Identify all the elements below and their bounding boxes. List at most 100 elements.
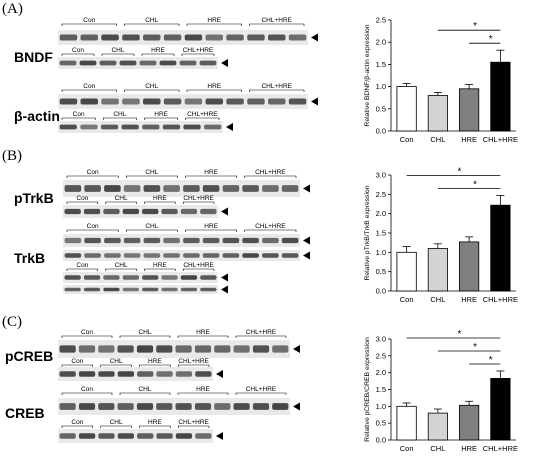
lane-label: CHL+HRE [255, 223, 286, 230]
y-tick-label: 2.0 [376, 38, 386, 47]
lane-label: CHL [138, 386, 151, 393]
band-arrow-icon [303, 184, 310, 193]
lane-label: CHL+HRE [261, 83, 292, 90]
blot-band [247, 34, 265, 41]
y-axis-label: Relative pTrkB/TrkB expression [364, 185, 371, 280]
significance-star: * [473, 342, 477, 353]
lane-label: CHL [111, 47, 124, 54]
blot-band [281, 185, 299, 192]
blot-band [272, 403, 289, 410]
blot-band [64, 237, 82, 244]
lane-label: Con [71, 419, 83, 426]
blot-band [84, 237, 101, 244]
lane-bracket [177, 335, 229, 338]
blot-band [143, 185, 161, 192]
blot-band [143, 34, 161, 41]
x-tick-label: Con [400, 135, 414, 144]
band-arrow-icon [216, 432, 223, 440]
blot-band [233, 403, 250, 410]
blot-band [122, 275, 139, 280]
lane-bracket [105, 201, 137, 204]
blot-band [80, 124, 98, 130]
x-tick-label: HRE [461, 444, 477, 453]
blot-band [262, 237, 279, 244]
lane-label: CHL [138, 329, 151, 336]
lane-label: CHL+HRE [178, 358, 209, 365]
lane-bracket [101, 53, 135, 56]
lane-bracket [185, 175, 238, 178]
lane-label: HRE [196, 329, 210, 336]
protein-name: pTrkB [14, 190, 54, 206]
blot-band [252, 345, 270, 353]
lane-bracket [61, 117, 96, 120]
lane-bracket [119, 392, 171, 395]
blot-band [78, 433, 96, 439]
band-arrow-icon [221, 207, 228, 216]
lane-bracket [100, 425, 132, 428]
y-tick-label: 2.0 [376, 209, 386, 218]
blot-band [247, 98, 265, 105]
blot-band [103, 287, 120, 292]
x-tick-label: CHL [430, 135, 445, 144]
y-tick-label: 3.0 [376, 171, 386, 180]
y-tick-label: 2.5 [376, 190, 386, 199]
blot-band [123, 253, 141, 258]
lane-label: HRE [153, 195, 167, 202]
blot-band [288, 34, 307, 41]
blot-band [143, 98, 161, 105]
y-tick-label: 0.0 [376, 287, 386, 296]
blot-band [122, 208, 139, 215]
lane-label: CHL [110, 419, 123, 426]
lane-label: HRE [207, 83, 221, 90]
blot-band [117, 433, 134, 439]
blot-band [159, 60, 177, 66]
band-arrow-icon [303, 251, 310, 260]
band-arrow-icon [293, 402, 300, 411]
blot-band [117, 345, 134, 353]
lane-bracket [124, 23, 180, 26]
blot-band [180, 208, 198, 215]
y-tick-label: 1.5 [376, 229, 386, 238]
blot-band [195, 371, 212, 377]
lane-label: Con [72, 47, 84, 54]
x-tick-label: CHL+HRE [483, 295, 518, 304]
blot-band [242, 185, 259, 192]
lane-bracket [61, 335, 113, 338]
western-blot-strip: Con CHL HRE CHL+HRE [58, 83, 318, 109]
blot-band [214, 403, 231, 410]
blot-band [139, 60, 157, 66]
blot-background [58, 429, 213, 443]
lane-bracket [102, 117, 137, 120]
bar [427, 248, 449, 292]
lane-label: CHL+HRE [255, 169, 286, 176]
lane-bracket [244, 175, 297, 178]
western-blot-strip: Con CHL HRE CHL+HRE [58, 386, 300, 415]
lane-bracket [186, 89, 242, 92]
blot-band [64, 275, 81, 280]
lane-bracket [61, 425, 94, 428]
lane-bracket [181, 53, 215, 56]
band-arrow-icon [303, 236, 310, 245]
western-blot-strip: Con CHL HRE CHL+HRE [63, 195, 228, 218]
blot-band [163, 253, 180, 258]
blot-band [242, 253, 259, 258]
blot-band [202, 237, 220, 244]
blot-band [183, 253, 200, 258]
lane-bracket [235, 392, 287, 395]
blot-band [59, 34, 78, 41]
western-blot-strip: Con CHL HRE CHL+HRE [58, 419, 223, 443]
blot-band [142, 275, 159, 280]
blot-band [242, 237, 259, 244]
blot-band [175, 403, 192, 410]
lane-label: HRE [153, 262, 167, 269]
bar-chart-3: 0.0 0.5 1.0 1.5 2.0 2.5 3.0 Relative pCREB/CREB… [364, 329, 518, 453]
blot-background [63, 250, 300, 261]
blot-band [162, 124, 181, 130]
lane-label: CHL+HRE [187, 111, 218, 118]
blot-background [58, 367, 213, 381]
blot-band [104, 237, 121, 244]
lane-bracket [66, 268, 99, 271]
blot-band [64, 253, 82, 258]
lane-label: Con [71, 358, 83, 365]
